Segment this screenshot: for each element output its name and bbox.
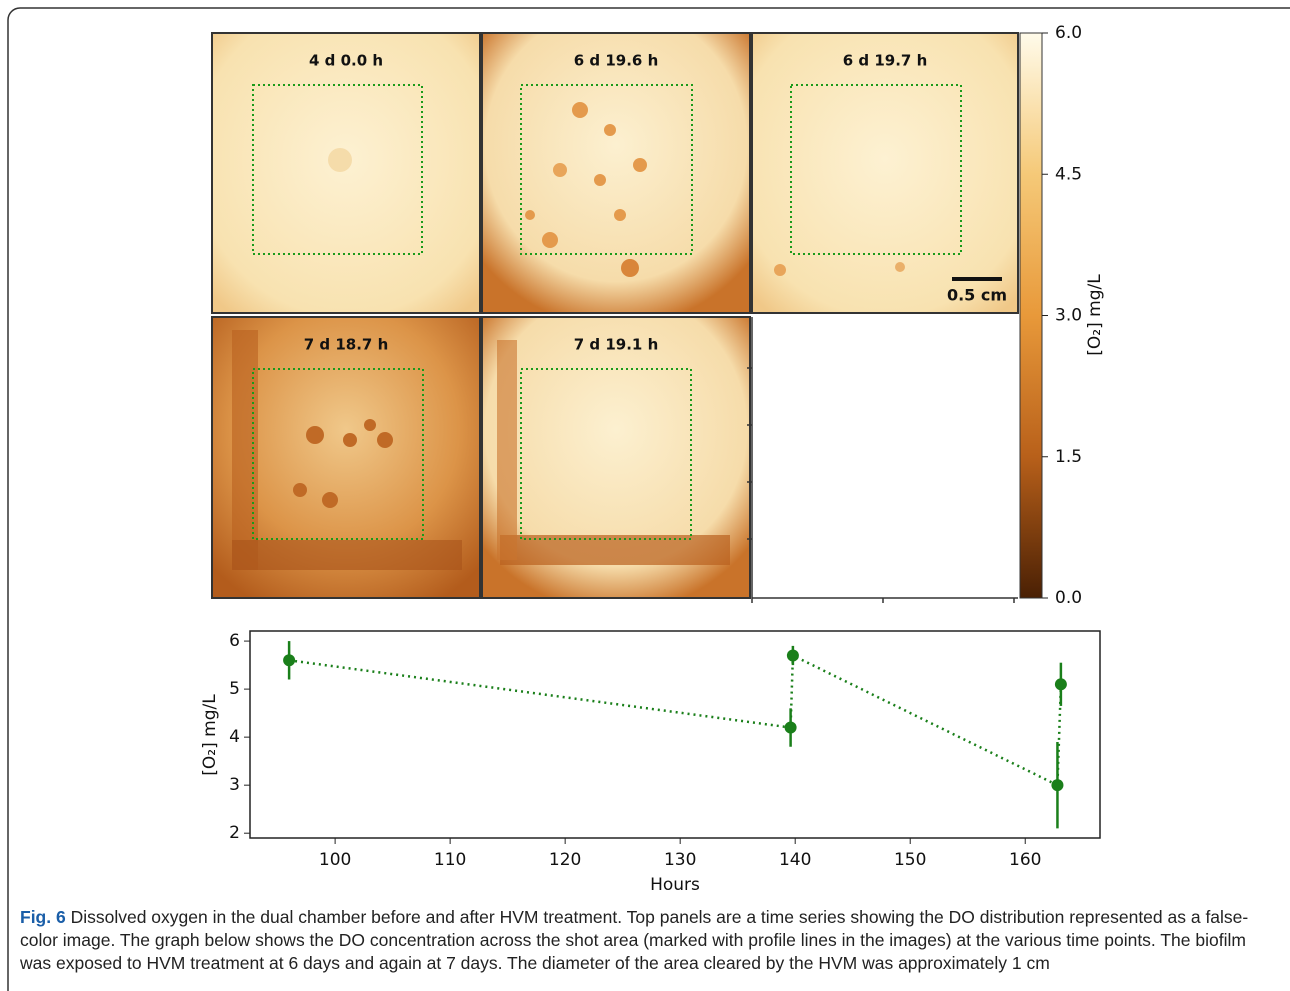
colorbar-tick-label: 3.0 — [1055, 306, 1082, 326]
data-point — [784, 721, 797, 734]
scale-bar-label: 0.5 cm — [947, 286, 1007, 305]
x-tick-label: 110 — [434, 850, 466, 870]
x-axis-label: Hours — [650, 875, 700, 895]
plot-area — [249, 630, 1101, 839]
caption-label: Fig. 6 — [20, 907, 66, 927]
panel-label: 6 d 19.7 h — [843, 52, 928, 70]
y-tick-label: 3 — [229, 775, 240, 795]
y-tick-label: 6 — [229, 631, 240, 651]
colorbar-tick-label: 0.0 — [1055, 588, 1082, 608]
panel-label: 4 d 0.0 h — [309, 52, 383, 70]
profile-box — [520, 368, 692, 540]
data-point — [1051, 779, 1064, 792]
colorbar-label: [O₂] mg/L — [1085, 274, 1105, 356]
images — [211, 32, 1019, 599]
y-tick-label: 5 — [229, 679, 240, 699]
empty-axes — [747, 317, 1018, 603]
y-axis-label: [O₂] mg/L — [200, 694, 220, 776]
caption-text: Dissolved oxygen in the dual chamber bef… — [20, 907, 1249, 973]
profile-box — [252, 368, 424, 540]
panel-image — [751, 32, 1019, 314]
x-tick-label: 130 — [664, 850, 696, 870]
data-point — [283, 654, 296, 667]
caption: Fig. 6 Dissolved oxygen in the dual cham… — [20, 906, 1278, 975]
panel-image — [211, 32, 481, 314]
panel-image — [481, 32, 751, 314]
colorbar-tick-label: 6.0 — [1055, 23, 1082, 43]
profile-box — [520, 84, 693, 255]
frame — [7, 7, 1290, 991]
x-tick-label: 140 — [779, 850, 811, 870]
y-tick-label: 2 — [229, 823, 240, 843]
profile-box — [790, 84, 962, 255]
x-tick-label: 160 — [1009, 850, 1041, 870]
data-point — [786, 649, 799, 662]
blobs — [232, 102, 905, 570]
panel-label: 7 d 19.1 h — [574, 336, 659, 354]
x-tick-label: 120 — [549, 850, 581, 870]
colorbar-tick-label: 1.5 — [1055, 447, 1082, 467]
panel-label: 7 d 18.7 h — [304, 336, 389, 354]
x-tick-label: 100 — [319, 850, 351, 870]
panel-label: 6 d 19.6 h — [574, 52, 659, 70]
y-tick-label: 4 — [229, 727, 240, 747]
colorbar-tick-label: 4.5 — [1055, 164, 1082, 184]
data-point — [1054, 678, 1067, 691]
profile-box — [252, 84, 423, 255]
x-tick-label: 150 — [894, 850, 926, 870]
colorbar — [1019, 32, 1043, 599]
data-line — [288, 653, 1063, 788]
profile-boxes — [252, 84, 962, 540]
